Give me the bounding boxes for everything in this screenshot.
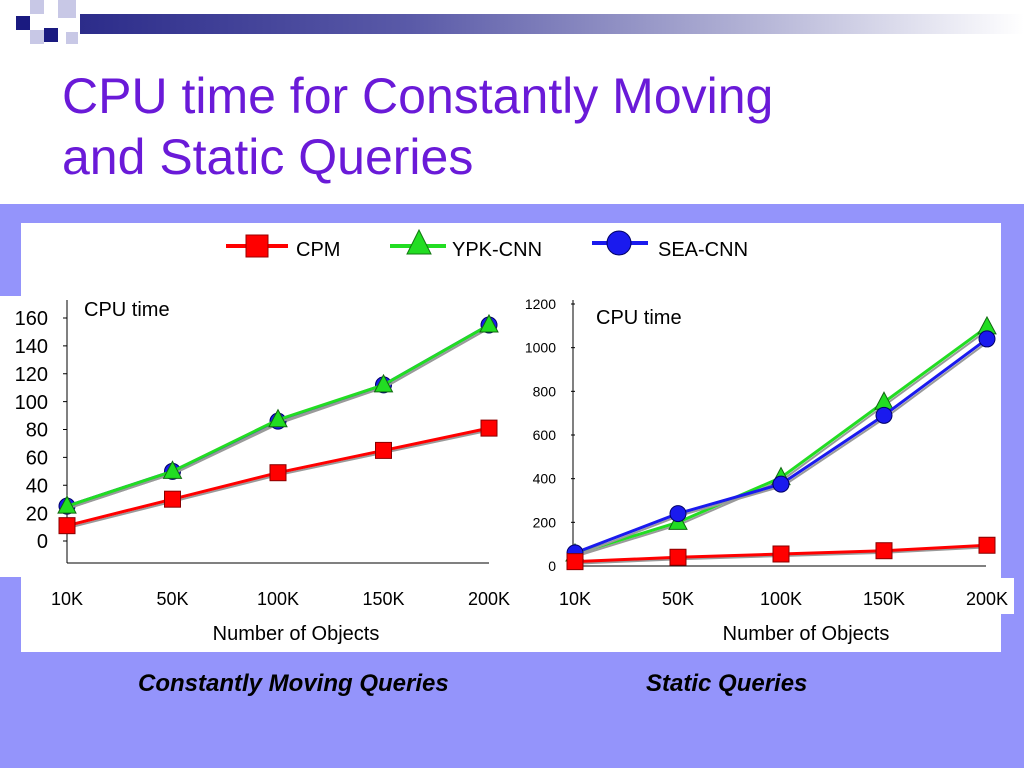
chart-constantly-moving: CPU time Number of Objects 0 20 40 60 80 100 1… — [15, 299, 510, 645]
corner-square-light-1 — [30, 0, 44, 14]
y-tick-label: 160 — [15, 308, 48, 330]
corner-square-dark-1 — [16, 16, 30, 30]
data-point-cpm — [58, 517, 76, 535]
legend-label-sea-cnn: SEA-CNN — [658, 239, 748, 261]
data-point-cpm — [772, 545, 790, 563]
series-ypk-cnn — [57, 313, 499, 514]
data-point-ypk-cnn — [57, 495, 77, 514]
chart-panel-left-extension — [0, 296, 22, 577]
data-point-ypk-cnn — [162, 460, 183, 479]
y-tick-label: 60 — [26, 448, 48, 470]
series-cpm — [566, 536, 996, 571]
y-tick-label: 40 — [26, 475, 48, 497]
x-tick-label: 50K — [662, 589, 694, 609]
series-cpm — [58, 419, 498, 535]
y-tick-label: 200 — [533, 514, 557, 530]
data-point-sea-cnn — [772, 475, 790, 493]
legend-label-cpm: CPM — [296, 239, 340, 261]
x-tick-label: 10K — [559, 589, 591, 609]
series-group — [57, 313, 499, 535]
y-tick-label: 100 — [15, 392, 48, 414]
series-ypk-cnn — [565, 315, 997, 562]
data-point-cpm — [978, 536, 996, 554]
corner-square-light-2 — [58, 0, 76, 18]
y-tick-label: 400 — [533, 471, 557, 487]
x-tick-labels: 10K 50K 100K 150K 200K — [559, 589, 1008, 609]
x-tick-label: 200K — [468, 589, 510, 609]
x-tick-label: 150K — [863, 589, 905, 609]
y-tick-label: 0 — [37, 531, 48, 553]
x-tick-label: 10K — [51, 589, 83, 609]
data-point-sea-cnn — [875, 406, 893, 424]
legend-label-ypk-cnn: YPK-CNN — [452, 239, 542, 261]
y-tick-label: 20 — [26, 503, 48, 525]
x-tick-label: 100K — [257, 589, 299, 609]
slide-title-line-2: and Static Queries — [62, 129, 474, 185]
x-tick-label: 50K — [156, 589, 188, 609]
x-tick-labels: 10K 50K 100K 150K 200K — [51, 589, 510, 609]
data-point-ypk-cnn — [373, 373, 394, 393]
corner-square-dark-2 — [44, 28, 58, 42]
chart-static: CPU time Number of Objects 0 200 400 600 800… — [525, 296, 1008, 645]
data-point-cpm — [269, 464, 287, 482]
legend-item-sea-cnn: SEA-CNN — [592, 230, 748, 261]
x-tick-label: 200K — [966, 589, 1008, 609]
data-point-cpm — [875, 542, 893, 560]
legend-item-ypk-cnn: YPK-CNN — [390, 228, 542, 261]
x-axis-label: Number of Objects — [213, 623, 380, 645]
x-axis-label: Number of Objects — [723, 623, 890, 645]
caption-constantly-moving: Constantly Moving Queries — [138, 670, 449, 697]
y-tick-label: 140 — [15, 336, 48, 358]
chart-annotation: CPU time — [596, 307, 682, 329]
slide-title: CPU time for Constantly Moving and Stati… — [62, 66, 962, 188]
legend-marker-sea-cnn — [606, 230, 632, 256]
data-point-sea-cnn — [669, 505, 687, 523]
y-tick-label: 800 — [533, 383, 557, 399]
y-tick-label: 80 — [26, 420, 48, 442]
data-point-cpm — [480, 419, 498, 437]
x-tick-label: 100K — [760, 589, 802, 609]
chart-annotation: CPU time — [84, 299, 170, 321]
series-group — [565, 315, 997, 571]
corner-square-light-3 — [30, 30, 44, 44]
series-line-ypk-cnn — [574, 325, 988, 556]
y-tick-labels: 0 20 40 60 80 100 120 140 160 — [15, 308, 67, 553]
y-tick-label: 0 — [548, 558, 556, 574]
series-sea-cnn — [566, 330, 996, 562]
legend-marker-cpm — [245, 234, 269, 258]
legend: CPM YPK-CNN SEA-CNN — [226, 228, 748, 261]
series-shadow-ypk-cnn — [576, 328, 990, 557]
data-point-cpm — [375, 441, 392, 459]
chart-panel-right-extension — [540, 578, 1014, 614]
data-point-cpm — [566, 553, 584, 571]
slide-title-line-1: CPU time for Constantly Moving — [62, 68, 774, 124]
header-gradient-bar — [80, 14, 1024, 34]
y-tick-label: 120 — [15, 364, 48, 386]
y-tick-label: 1200 — [525, 296, 556, 312]
legend-item-cpm: CPM — [226, 234, 340, 261]
data-point-cpm — [669, 548, 687, 566]
corner-square-light-4 — [66, 32, 78, 44]
y-tick-label: 1000 — [525, 340, 556, 356]
data-point-ypk-cnn — [479, 313, 499, 333]
x-tick-label: 150K — [362, 589, 404, 609]
data-point-ypk-cnn — [268, 408, 288, 428]
caption-static: Static Queries — [646, 670, 808, 697]
legend-marker-ypk-cnn — [406, 228, 432, 255]
data-point-sea-cnn — [978, 330, 996, 348]
y-tick-labels: 0 200 400 600 800 1000 1200 — [525, 296, 575, 574]
y-tick-label: 600 — [533, 427, 557, 443]
data-point-cpm — [164, 490, 181, 508]
